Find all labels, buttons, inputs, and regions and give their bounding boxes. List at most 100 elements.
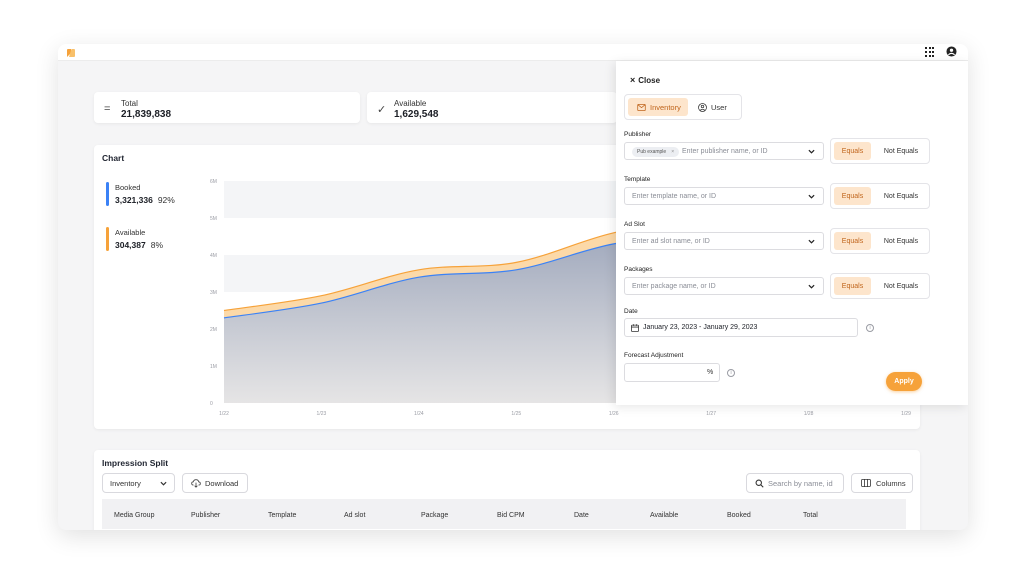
- legend-label: Booked: [115, 183, 141, 192]
- publisher-chip[interactable]: Pub example ×: [632, 147, 680, 157]
- column-header[interactable]: Date: [574, 512, 589, 519]
- y-tick-label: 5M: [210, 216, 217, 222]
- x-tick-label: 1/27: [706, 411, 716, 417]
- apply-button[interactable]: Apply: [886, 372, 922, 391]
- grid-icon[interactable]: [925, 47, 935, 57]
- legend-swatch-available: [106, 227, 109, 251]
- stat-card-available: ✓ Available 1,629,548: [367, 92, 617, 123]
- y-tick-label: 0: [210, 401, 213, 407]
- column-header[interactable]: Package: [421, 512, 449, 519]
- search-box[interactable]: Search by name, id: [746, 473, 844, 493]
- group-select[interactable]: Inventory: [102, 473, 175, 493]
- publisher-select[interactable]: Pub example × Enter publisher name, or ID: [624, 142, 824, 160]
- forecast-input[interactable]: %: [624, 363, 720, 382]
- impression-split-card: Impression Split Inventory Download Sear…: [94, 450, 920, 530]
- table-header: Media Group Publisher Template Ad slot P…: [102, 499, 906, 529]
- tab-user[interactable]: User: [691, 98, 739, 116]
- stat-label: Total: [121, 99, 138, 108]
- download-button[interactable]: Download: [182, 473, 248, 493]
- packages-operator: Equals Not Equals: [830, 273, 930, 299]
- publisher-operator: Equals Not Equals: [830, 138, 930, 164]
- tab-inventory[interactable]: Inventory: [628, 98, 688, 116]
- legend-percent: 8%: [150, 240, 164, 250]
- forecast-label: Forecast Adjustment: [624, 352, 684, 359]
- equals-button[interactable]: Equals: [834, 187, 871, 205]
- template-operator: Equals Not Equals: [830, 183, 930, 209]
- column-header[interactable]: Total: [803, 512, 818, 519]
- not-equals-button[interactable]: Not Equals: [883, 147, 919, 155]
- calendar-icon: [631, 324, 639, 332]
- not-equals-button[interactable]: Not Equals: [883, 192, 919, 200]
- date-info-icon[interactable]: i: [866, 324, 874, 332]
- ad-slot-label: Ad Slot: [624, 221, 645, 228]
- column-header[interactable]: Bid CPM: [497, 512, 525, 519]
- cloud-download-icon: [191, 479, 201, 488]
- filter-panel: × Close Inventory User Publisher: [616, 61, 968, 405]
- packages-select[interactable]: Enter package name, or ID: [624, 277, 824, 295]
- chevron-down-icon: [808, 284, 815, 289]
- ad-slot-select[interactable]: Enter ad slot name, or ID: [624, 232, 824, 250]
- not-equals-button[interactable]: Not Equals: [883, 282, 919, 290]
- publisher-label: Publisher: [624, 131, 652, 138]
- column-header[interactable]: Publisher: [191, 512, 221, 519]
- stat-value: 21,839,838: [121, 109, 172, 120]
- columns-button[interactable]: Columns: [851, 473, 913, 493]
- ad-slot-operator: Equals Not Equals: [830, 228, 930, 254]
- search-placeholder: Search by name, id: [768, 478, 833, 488]
- stat-value: 1,629,548: [394, 109, 439, 120]
- forecast-info-icon[interactable]: i: [727, 369, 735, 377]
- template-label: Template: [624, 176, 651, 183]
- y-tick-label: 1M: [210, 364, 217, 370]
- chevron-down-icon: [808, 194, 815, 199]
- date-range-value: January 23, 2023 - January 29, 2023: [643, 324, 758, 331]
- group-select-value: Inventory: [110, 478, 141, 488]
- close-icon: ×: [630, 75, 636, 85]
- ad-slot-placeholder: Enter ad slot name, or ID: [632, 238, 710, 245]
- close-label: Close: [638, 75, 661, 85]
- not-equals-button[interactable]: Not Equals: [883, 237, 919, 245]
- chip-remove-icon[interactable]: ×: [671, 149, 675, 155]
- legend-value: 3,321,336: [115, 195, 153, 205]
- y-tick-label: 6M: [210, 179, 217, 185]
- chevron-down-icon: [160, 481, 167, 486]
- publisher-placeholder: Enter publisher name, or ID: [682, 148, 768, 155]
- packages-placeholder: Enter package name, or ID: [632, 283, 716, 290]
- date-label: Date: [624, 308, 638, 315]
- x-tick-label: 1/22: [219, 411, 229, 417]
- columns-label: Columns: [876, 478, 906, 488]
- y-tick-label: 4M: [210, 253, 217, 259]
- equals-button[interactable]: Equals: [834, 142, 871, 160]
- x-tick-label: 1/23: [317, 411, 327, 417]
- filter-tabs: Inventory User: [624, 94, 742, 120]
- legend-value-row: 3,321,336 92%: [115, 195, 175, 205]
- user-circle-icon[interactable]: [946, 46, 957, 57]
- y-tick-label: 2M: [210, 327, 217, 333]
- x-tick-label: 1/29: [901, 411, 911, 417]
- app-window: = Total 21,839,838 ✓ Available 1,629,548…: [58, 44, 968, 530]
- template-select[interactable]: Enter template name, or ID: [624, 187, 824, 205]
- brand-logo-icon[interactable]: [66, 48, 76, 58]
- date-range-picker[interactable]: January 23, 2023 - January 29, 2023: [624, 318, 858, 337]
- download-label: Download: [205, 478, 239, 488]
- chevron-down-icon: [808, 149, 815, 154]
- column-header[interactable]: Media Group: [114, 512, 155, 519]
- stat-card-total: = Total 21,839,838: [94, 92, 360, 123]
- column-header[interactable]: Booked: [727, 512, 751, 519]
- close-button[interactable]: × Close: [630, 75, 660, 85]
- forecast-unit: %: [707, 369, 714, 376]
- stat-label: Available: [394, 99, 427, 108]
- legend-value: 304,387: [115, 240, 146, 250]
- equals-icon: =: [104, 103, 111, 115]
- x-tick-label: 1/25: [511, 411, 521, 417]
- column-header[interactable]: Ad slot: [344, 512, 366, 519]
- equals-button[interactable]: Equals: [834, 277, 871, 295]
- column-header[interactable]: Template: [268, 512, 297, 519]
- legend-swatch-booked: [106, 182, 109, 206]
- x-tick-label: 1/26: [609, 411, 619, 417]
- column-header[interactable]: Available: [650, 512, 679, 519]
- check-icon: ✓: [377, 104, 387, 116]
- tab-label: User: [711, 102, 727, 112]
- legend-label: Available: [115, 228, 146, 237]
- equals-button[interactable]: Equals: [834, 232, 871, 250]
- user-icon: [698, 103, 707, 112]
